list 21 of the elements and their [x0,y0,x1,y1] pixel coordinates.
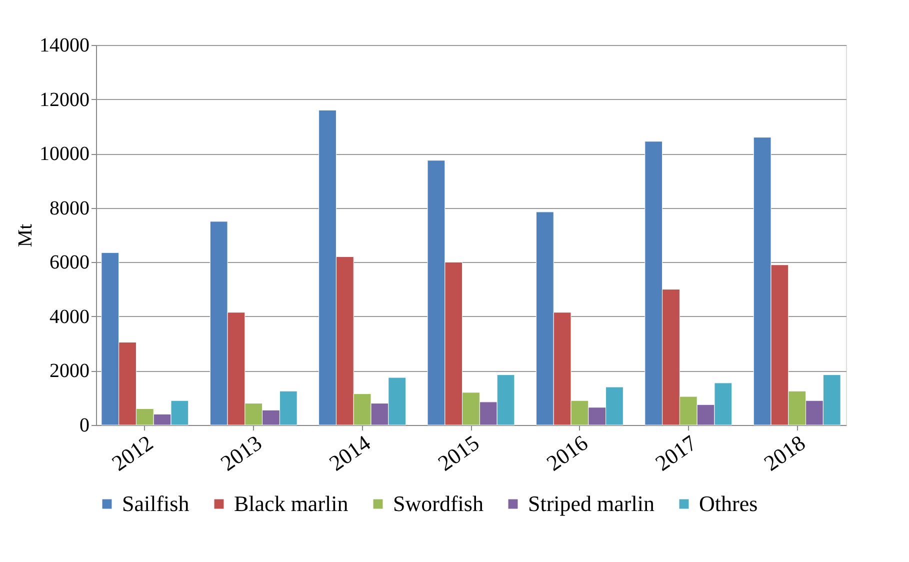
x-tick-label: 2015 [433,430,484,476]
y-tick-label: 6000 [50,252,90,274]
x-tick-label: 2018 [759,430,810,476]
x-tick-label: 2016 [542,430,592,476]
x-tick-label: 2013 [216,430,266,476]
legend-label: Striped marlin [528,491,654,516]
y-axis-title: Mt [14,223,36,248]
legend-label: Othres [699,491,758,516]
x-tick-label: 2012 [107,430,158,476]
x-tick-label: 2014 [324,430,375,476]
legend-label: Swordfish [393,491,484,516]
y-tick-label: 8000 [50,197,90,220]
y-tick-label: 10000 [40,143,90,166]
y-tick-label: 2000 [50,360,90,382]
x-tick-label: 2017 [650,430,702,476]
legend-label: Sailfish [122,491,190,516]
y-tick-label: 12000 [40,88,90,111]
legend-label: Black marlin [234,491,348,516]
y-tick-label: 14000 [40,34,90,56]
y-tick-label: 0 [80,414,90,436]
y-tick-label: 4000 [50,306,90,328]
